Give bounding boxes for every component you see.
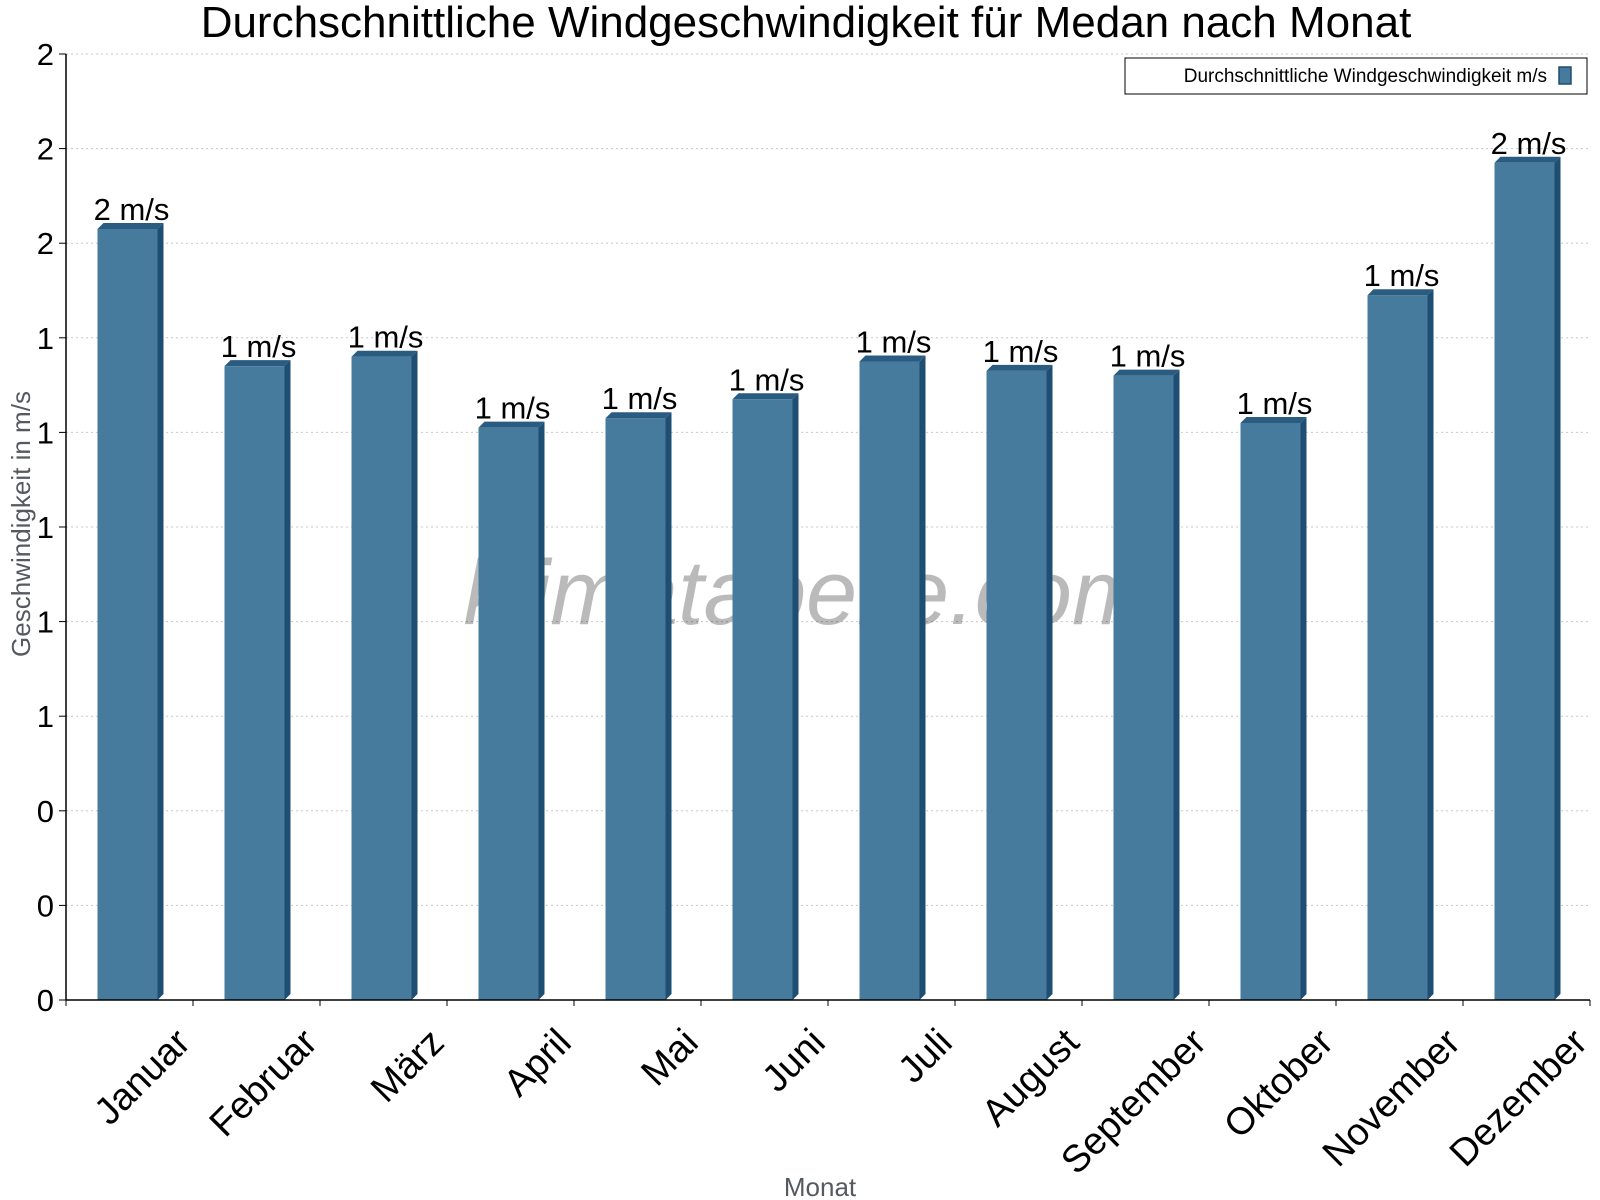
bar-top: [1113, 369, 1180, 376]
bar-side: [1300, 416, 1307, 1000]
bar: [351, 356, 412, 1001]
bar-side: [1173, 369, 1180, 1000]
y-tick-label: 1: [37, 415, 54, 450]
bar-group: 1 m/s: [1364, 258, 1440, 1001]
bar-side: [1554, 156, 1561, 1001]
data-label: 1 m/s: [856, 324, 932, 359]
bar: [478, 427, 539, 1000]
bar-group: 1 m/s: [729, 362, 805, 1000]
bars: 2 m/s 1 m/s 1 m/s 1 m/s 1 m/s 1 m/s 1 m/s 1 m/s…: [94, 126, 1567, 1001]
x-tick-label: Mai: [634, 1021, 707, 1094]
bar-group: 1 m/s: [1110, 339, 1186, 1000]
bar-side: [1427, 289, 1434, 1001]
bar-side: [1046, 364, 1053, 1000]
bar-group: 1 m/s: [602, 381, 678, 1001]
y-tick-label: 2: [37, 37, 54, 72]
bar-top: [97, 223, 164, 230]
bar-group: 1 m/s: [1237, 386, 1313, 1000]
bar-group: 2 m/s: [94, 192, 170, 1000]
data-label: 1 m/s: [1364, 258, 1440, 293]
bar-side: [792, 393, 799, 1000]
bar-top: [1240, 416, 1307, 423]
bar-group: 1 m/s: [475, 391, 551, 1000]
x-tick-label: Februar: [202, 1021, 326, 1145]
x-tick-label: Oktober: [1216, 1021, 1342, 1147]
x-tick-label: März: [363, 1021, 452, 1110]
y-tick-label: 1: [37, 510, 54, 545]
bar-side: [157, 223, 164, 1000]
chart-title: Durchschnittliche Windgeschwindigkeit fü…: [201, 0, 1412, 47]
bar-top: [1367, 289, 1434, 296]
x-tick-label: Januar: [87, 1021, 199, 1133]
bar: [1113, 375, 1174, 1000]
x-tick-label: April: [496, 1021, 579, 1104]
bar-top: [1494, 156, 1561, 163]
bar-top: [986, 364, 1053, 371]
legend-box: [1124, 57, 1588, 95]
bar-group: 1 m/s: [221, 329, 297, 1000]
y-tick-label: 0: [37, 983, 54, 1018]
y-tick-label: 2: [37, 132, 54, 167]
data-label: 1 m/s: [983, 334, 1059, 369]
data-label: 1 m/s: [348, 320, 424, 355]
bar: [1240, 422, 1301, 1000]
x-tick-label: Dezember: [1442, 1021, 1596, 1175]
legend[interactable]: Durchschnittliche Windgeschwindigkeit m/…: [1124, 57, 1588, 95]
legend-swatch: [1558, 66, 1572, 85]
bar: [1494, 162, 1555, 1001]
data-label: 1 m/s: [475, 391, 551, 426]
y-tick-label: 1: [37, 321, 54, 356]
bar: [986, 370, 1047, 1000]
bar-side: [919, 355, 926, 1000]
y-tick-label: 2: [37, 226, 54, 261]
bar-top: [605, 412, 672, 419]
y-axis-title: Geschwindigkeit in m/s: [6, 391, 36, 657]
bar-group: 1 m/s: [348, 320, 424, 1001]
bar-top: [732, 393, 799, 400]
bar-group: 1 m/s: [983, 334, 1059, 1000]
bar: [97, 229, 158, 1000]
bar-side: [284, 360, 291, 1000]
legend-label: Durchschnittliche Windgeschwindigkeit m/…: [1184, 66, 1547, 87]
x-tick-label: Juli: [891, 1021, 961, 1091]
bar-top: [351, 350, 418, 357]
x-tick-label: Juni: [755, 1021, 834, 1100]
bar-group: 2 m/s: [1491, 126, 1567, 1001]
data-label: 1 m/s: [602, 381, 678, 416]
x-tick-label: November: [1315, 1021, 1469, 1175]
bar: [224, 366, 285, 1000]
bar-side: [411, 350, 418, 1001]
data-label: 2 m/s: [1491, 126, 1567, 161]
data-label: 1 m/s: [1237, 386, 1313, 421]
y-tick-label: 0: [37, 794, 54, 829]
bar: [732, 399, 793, 1000]
bar-side: [665, 412, 672, 1001]
x-axis-title: Monat: [784, 1172, 857, 1200]
y-tick-label: 1: [37, 605, 54, 640]
bar: [605, 418, 666, 1001]
data-label: 1 m/s: [1110, 339, 1186, 374]
y-axis-ticks: 0 0 0 1 1 1 1 1 2 2 2: [37, 37, 66, 1018]
x-axis-ticks: Januar Februar März April Mai Juni Juli AugustS…: [65, 1000, 1596, 1182]
grid-lines: [66, 53, 1590, 906]
bar-side: [538, 421, 545, 1000]
data-label: 1 m/s: [221, 329, 297, 364]
y-tick-label: 0: [37, 888, 54, 923]
bar-top: [478, 421, 545, 428]
y-tick-label: 1: [37, 699, 54, 734]
bar-top: [224, 360, 291, 367]
data-label: 2 m/s: [94, 192, 170, 227]
data-label: 1 m/s: [729, 362, 805, 397]
bar-top: [859, 355, 926, 362]
bar: [1367, 295, 1428, 1001]
x-tick-label: August: [974, 1021, 1088, 1135]
bar: [859, 361, 920, 1000]
bar-group: 1 m/s: [856, 324, 932, 1000]
